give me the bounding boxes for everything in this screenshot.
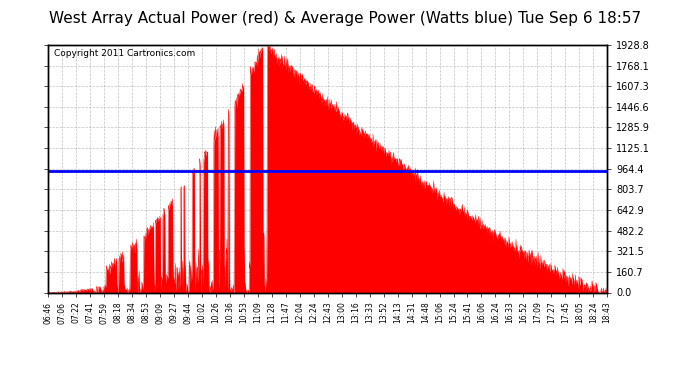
- Text: Copyright 2011 Cartronics.com: Copyright 2011 Cartronics.com: [54, 49, 195, 58]
- Text: West Array Actual Power (red) & Average Power (Watts blue) Tue Sep 6 18:57: West Array Actual Power (red) & Average …: [49, 11, 641, 26]
